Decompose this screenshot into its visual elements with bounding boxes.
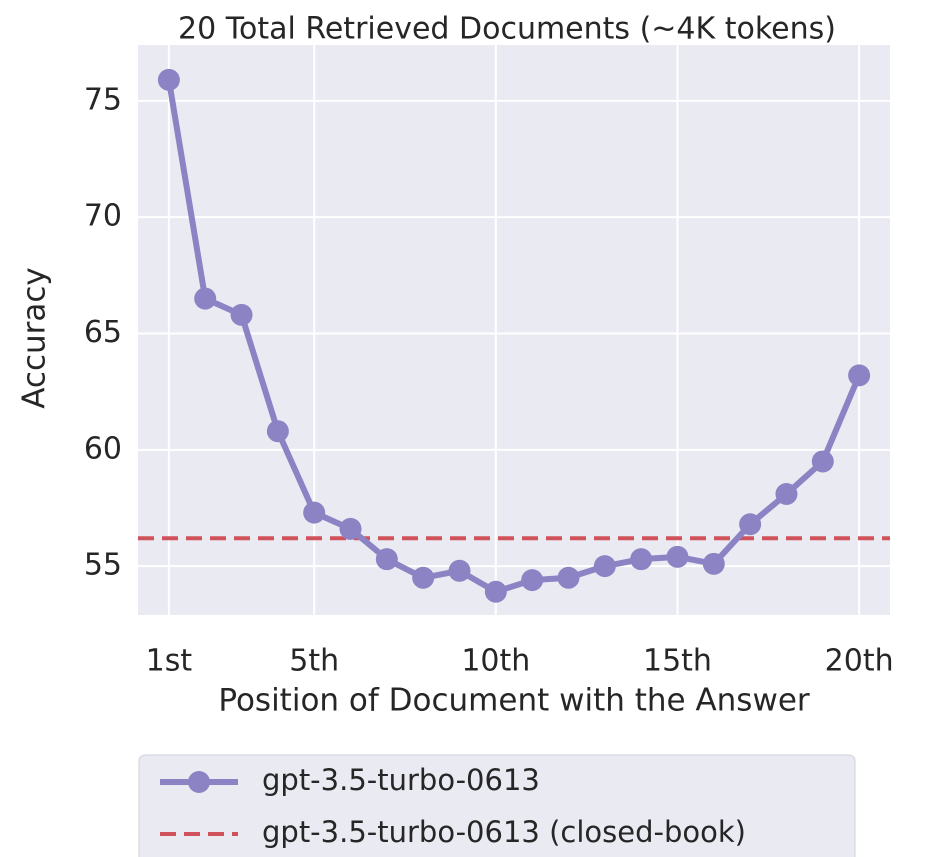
- marker: [266, 420, 289, 443]
- marker: [702, 552, 725, 575]
- marker: [630, 548, 653, 571]
- y-tick-label: 65: [84, 315, 122, 350]
- marker: [194, 287, 217, 310]
- x-tick-label: 10th: [461, 644, 530, 679]
- marker: [412, 566, 435, 589]
- marker: [484, 580, 507, 603]
- marker: [521, 569, 544, 592]
- marker: [848, 364, 871, 387]
- marker: [230, 303, 253, 326]
- marker: [448, 559, 471, 582]
- marker: [811, 450, 834, 473]
- marker: [739, 513, 762, 536]
- x-axis-label: Position of Document with the Answer: [218, 683, 810, 719]
- y-tick-label: 60: [84, 431, 122, 466]
- marker: [593, 555, 616, 578]
- marker: [557, 566, 580, 589]
- x-tick-label: 20th: [825, 644, 894, 679]
- y-axis-label: Accuracy: [17, 267, 53, 409]
- y-tick-label: 70: [84, 199, 122, 234]
- legend-marker: [188, 771, 210, 793]
- marker: [375, 548, 398, 571]
- marker: [303, 501, 326, 524]
- legend-label: gpt-3.5-turbo-0613 (closed-book): [262, 815, 746, 849]
- x-tick-label: 5th: [289, 644, 339, 679]
- plot-area: [138, 45, 890, 615]
- marker: [339, 517, 362, 540]
- x-tick-label: 15th: [643, 644, 712, 679]
- x-tick-label: 1st: [146, 644, 193, 679]
- legend-label: gpt-3.5-turbo-0613: [262, 763, 540, 797]
- marker: [775, 483, 798, 506]
- y-tick-label: 75: [84, 82, 122, 117]
- marker: [157, 68, 180, 91]
- legend: [138, 754, 856, 857]
- marker: [666, 545, 689, 568]
- y-tick-label: 55: [84, 548, 122, 583]
- chart-title: 20 Total Retrieved Documents (~4K tokens…: [178, 12, 836, 47]
